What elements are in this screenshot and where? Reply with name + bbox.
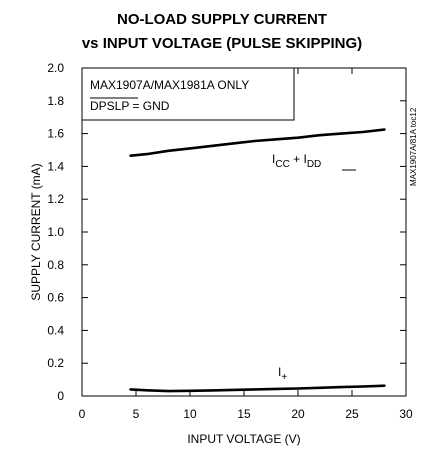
y-tick-label: 0.2 xyxy=(47,356,64,370)
y-tick-label: 1.6 xyxy=(47,127,64,141)
y-tick-label: 1.4 xyxy=(47,159,64,173)
x-tick-label: 25 xyxy=(345,407,359,421)
y-tick-label: 1.2 xyxy=(47,192,64,206)
y-tick-label: 1.0 xyxy=(47,225,64,239)
x-tick-label: 15 xyxy=(237,407,251,421)
x-axis-ticks: 0 5 10 15 20 25 30 xyxy=(79,68,413,421)
x-tick-label: 0 xyxy=(79,407,86,421)
chart-title: NO-LOAD SUPPLY CURRENT xyxy=(117,11,327,28)
series-line-0 xyxy=(129,128,386,157)
x-tick-label: 10 xyxy=(183,407,197,421)
y-axis-label: SUPPLY CURRENT (mA) xyxy=(29,163,43,300)
part-number-label: MAX1907A/81A toc12 xyxy=(409,107,418,186)
annotation-part-note: MAX1907A/MAX1981A ONLY xyxy=(90,78,249,92)
y-tick-label: 0 xyxy=(57,389,64,403)
y-tick-label: 0.6 xyxy=(47,291,64,305)
y-tick-label: 1.8 xyxy=(47,94,64,108)
series-labels: ICC + IDD I+ xyxy=(272,152,356,383)
annotation-box xyxy=(81,67,295,121)
annotation-dpslp-note: DPSLP = GND xyxy=(90,99,170,113)
y-tick-label: 2.0 xyxy=(47,61,64,75)
x-tick-label: 20 xyxy=(291,407,305,421)
series-line-1 xyxy=(129,384,386,393)
x-axis-label: INPUT VOLTAGE (V) xyxy=(187,432,300,446)
y-tick-label: 0.8 xyxy=(47,258,64,272)
y-tick-label: 0.4 xyxy=(47,323,64,337)
series-label-i-plus: I+ xyxy=(278,365,287,383)
series-layer xyxy=(129,128,386,393)
x-tick-label: 30 xyxy=(399,407,413,421)
series-label-icc-idd: ICC + IDD xyxy=(272,152,321,170)
x-tick-label: 5 xyxy=(133,407,140,421)
chart-subtitle: vs INPUT VOLTAGE (PULSE SKIPPING) xyxy=(82,35,362,52)
y-axis-ticks: 0 0.2 0.4 0.6 0.8 1.0 1.2 1.4 1.6 1.8 2.0 xyxy=(47,61,406,403)
